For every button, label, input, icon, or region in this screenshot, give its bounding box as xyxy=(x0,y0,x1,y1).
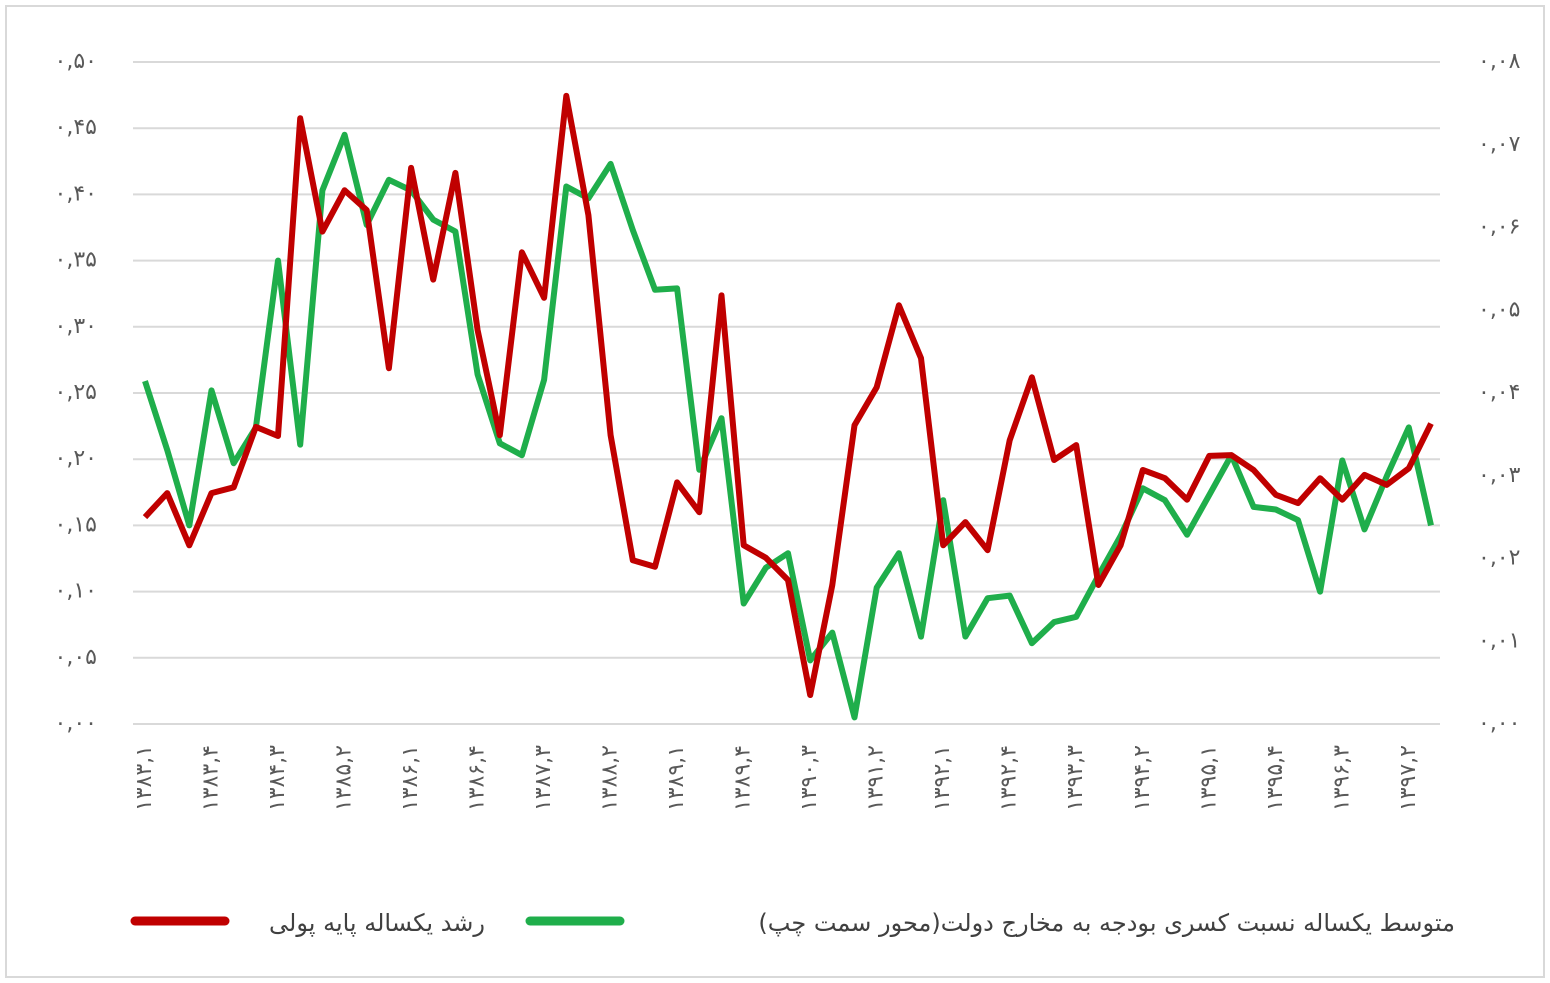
x-tick-label: ۱۳۸۳,۴ xyxy=(199,745,224,811)
y-tick-label: ۰,۲۰ xyxy=(55,446,97,471)
y-tick-label: ۰,۵۰ xyxy=(55,49,97,74)
series-line xyxy=(142,92,1434,698)
x-tick-label: ۱۳۹۵,۴ xyxy=(1263,745,1288,811)
y2-tick-label: ۰,۰۶ xyxy=(1478,215,1520,240)
y-tick-label: ۰,۰۵ xyxy=(55,645,97,670)
x-tick-label: ۱۳۹۲,۴ xyxy=(997,745,1022,811)
x-tick-label: ۱۳۹۴,۲ xyxy=(1130,745,1155,811)
y2-tick-label: ۰,۰۰ xyxy=(1478,711,1520,736)
x-tick-label: ۱۳۸۳,۱ xyxy=(132,745,157,811)
chart-frame xyxy=(5,5,1545,978)
x-tick-label: ۱۳۸۸,۲ xyxy=(598,745,623,811)
y-tick-label: ۰,۴۵ xyxy=(55,115,97,140)
x-tick-label: ۱۳۹۲,۱ xyxy=(930,745,955,811)
x-tick-label: ۱۳۸۴,۳ xyxy=(265,745,290,811)
x-tick-label: ۱۳۹۰,۳ xyxy=(797,745,822,811)
legend-label: رشد یکساله پایه پولی xyxy=(269,909,485,937)
y-tick-label: ۰,۱۰ xyxy=(55,579,97,604)
series-line xyxy=(142,131,1434,721)
x-tick-label: ۱۳۹۵,۱ xyxy=(1196,745,1221,811)
y2-tick-label: ۰,۰۳ xyxy=(1478,463,1521,488)
y2-tick-label: ۰,۰۴ xyxy=(1478,380,1520,405)
x-tick-label: ۱۳۹۳,۳ xyxy=(1063,745,1088,811)
y2-tick-label: ۰,۰۷ xyxy=(1478,132,1521,157)
x-tick-label: ۱۳۸۹,۱ xyxy=(664,745,689,811)
y-tick-label: ۰,۴۰ xyxy=(55,181,97,206)
x-tick-label: ۱۳۸۷,۳ xyxy=(531,745,556,811)
y-tick-label: ۰,۲۵ xyxy=(55,380,97,405)
x-tick-label: ۱۳۸۶,۱ xyxy=(398,745,423,811)
y-tick-label: ۰,۳۰ xyxy=(55,314,97,339)
x-tick-label: ۱۳۸۵,۲ xyxy=(332,745,357,811)
x-tick-label: ۱۳۹۷,۲ xyxy=(1396,745,1421,811)
x-tick-label: ۱۳۹۱,۲ xyxy=(864,745,889,811)
y-tick-label: ۰,۳۵ xyxy=(55,248,97,273)
y2-tick-label: ۰,۰۸ xyxy=(1478,49,1521,74)
y2-tick-label: ۰,۰۵ xyxy=(1478,297,1520,322)
x-tick-label: ۱۳۸۶,۴ xyxy=(465,745,490,811)
y2-tick-label: ۰,۰۱ xyxy=(1478,628,1520,653)
x-tick-label: ۱۳۸۹,۴ xyxy=(731,745,756,811)
x-tick-label: ۱۳۹۶,۳ xyxy=(1329,745,1354,811)
y2-tick-label: ۰,۰۲ xyxy=(1478,546,1520,571)
legend-label: متوسط یکساله نسبت کسری بودجه به مخارج دو… xyxy=(758,909,1455,937)
y-tick-label: ۰,۰۰ xyxy=(55,711,97,736)
y-tick-label: ۰,۱۵ xyxy=(55,512,97,537)
